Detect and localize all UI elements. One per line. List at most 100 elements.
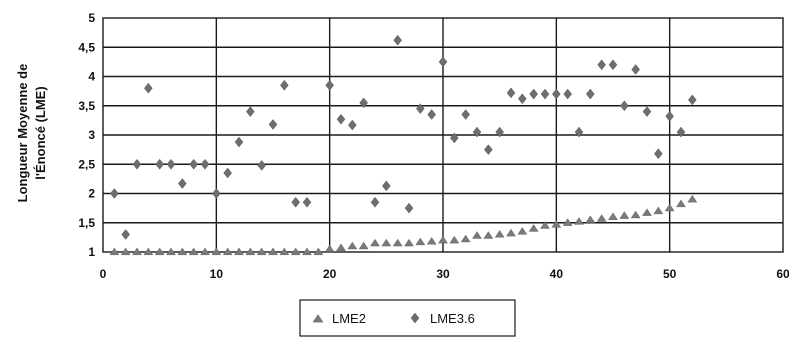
lme2-point bbox=[472, 231, 482, 239]
lme2-point bbox=[324, 244, 335, 253]
legend-label-lme2: LME2 bbox=[332, 311, 366, 326]
lme2-point bbox=[506, 228, 516, 237]
x-tick-label: 40 bbox=[550, 267, 564, 281]
y-tick-label: 2,5 bbox=[78, 157, 95, 171]
lme36-point bbox=[212, 188, 221, 199]
legend-box bbox=[299, 299, 516, 337]
lme36-point bbox=[359, 97, 368, 109]
lme36-point bbox=[132, 158, 142, 170]
lme36-point bbox=[642, 106, 652, 117]
plot-area bbox=[102, 17, 784, 256]
lme36-point bbox=[393, 34, 402, 46]
lme2-point bbox=[200, 247, 210, 256]
lme2-point bbox=[630, 210, 641, 219]
x-tick-label: 10 bbox=[210, 267, 224, 281]
y-axis-title: Longueur Moyenne de l'Énoncé (LME) bbox=[15, 64, 48, 203]
x-tick-label: 0 bbox=[100, 267, 107, 281]
lme2-point bbox=[143, 247, 154, 256]
lme2-point bbox=[302, 247, 312, 256]
lme2-point bbox=[392, 238, 403, 247]
lme36-point bbox=[302, 196, 312, 208]
lme2-point bbox=[279, 247, 290, 256]
lme2-point bbox=[222, 247, 233, 256]
lme36-point bbox=[608, 59, 618, 71]
lme36-point bbox=[223, 167, 232, 179]
lme36-point bbox=[450, 132, 459, 144]
lme2-point bbox=[132, 247, 142, 256]
lme2-point bbox=[358, 241, 369, 250]
lme36-point bbox=[597, 59, 606, 71]
lme2-point bbox=[268, 247, 278, 256]
lme36-point bbox=[189, 158, 198, 170]
legend-triangle-marker bbox=[312, 314, 324, 323]
lme36-point bbox=[620, 100, 629, 112]
lme2-point bbox=[347, 241, 358, 250]
y-axis-title-line: l'Énoncé (LME) bbox=[33, 86, 48, 179]
lme36-point bbox=[110, 188, 119, 199]
y-axis-label: Longueur Moyenne de l'Énoncé (LME) bbox=[15, 64, 48, 203]
lme2-point bbox=[494, 230, 505, 238]
lme36-point bbox=[506, 87, 516, 99]
lme2-point bbox=[177, 247, 188, 256]
lme36-point bbox=[370, 196, 380, 208]
lme36-point bbox=[268, 119, 278, 130]
lme36-point bbox=[325, 79, 334, 91]
lme2-point bbox=[109, 247, 120, 256]
lme2-point bbox=[517, 227, 528, 235]
lme2-point bbox=[211, 247, 222, 256]
lme36-point bbox=[155, 158, 164, 170]
lme36-point bbox=[166, 158, 176, 170]
lme36-point bbox=[676, 126, 686, 138]
lme2-point bbox=[608, 212, 618, 220]
lme36-point bbox=[461, 109, 470, 120]
lme2-point bbox=[483, 231, 494, 239]
lme2-point bbox=[234, 247, 244, 256]
lme2-point bbox=[653, 206, 664, 215]
legend: LME2 LME3.6 bbox=[299, 299, 516, 337]
legend-diamond-marker bbox=[410, 312, 420, 324]
lme2-point bbox=[154, 247, 165, 256]
lme36-point bbox=[404, 202, 414, 214]
lme36-point bbox=[484, 144, 493, 155]
lme36-point bbox=[472, 126, 482, 138]
lme2-point bbox=[585, 215, 596, 223]
lme2-point bbox=[256, 247, 267, 256]
lme36-point bbox=[654, 148, 663, 160]
axes: 11,522,533,544,550 10 20 30 40 50 60 bbox=[78, 11, 789, 281]
x-tick-label: 20 bbox=[323, 267, 337, 281]
lme2-point bbox=[313, 247, 324, 256]
lme2-point bbox=[551, 220, 562, 228]
lme36-point bbox=[665, 110, 674, 122]
lme36-point bbox=[336, 113, 346, 125]
lme2-point bbox=[449, 235, 460, 244]
lme2-point bbox=[460, 234, 471, 243]
lme36-point bbox=[427, 109, 436, 120]
y-tick-label: 3 bbox=[88, 128, 95, 142]
lme36-point bbox=[529, 88, 538, 100]
series-LME2 bbox=[109, 194, 698, 256]
x-tick-label: 50 bbox=[663, 267, 677, 281]
lme2-point bbox=[540, 221, 550, 229]
lme2-point bbox=[404, 238, 414, 247]
lme2-point bbox=[120, 247, 131, 256]
lme36-point bbox=[257, 160, 266, 171]
lme36-point bbox=[234, 136, 244, 148]
lme36-point bbox=[438, 56, 448, 68]
lme2-point bbox=[381, 238, 392, 247]
lme36-point bbox=[416, 103, 425, 114]
lme36-point bbox=[280, 79, 289, 91]
y-tick-label: 4 bbox=[88, 70, 95, 84]
y-tick-label: 1 bbox=[88, 245, 95, 259]
lme36-point bbox=[688, 94, 697, 106]
lme36-point bbox=[518, 93, 527, 105]
lme36-point bbox=[348, 119, 357, 131]
lme36-point bbox=[246, 106, 255, 117]
lme36-point bbox=[382, 180, 391, 192]
lme2-point bbox=[642, 208, 652, 216]
lme36-point bbox=[495, 126, 504, 138]
x-tick-label: 60 bbox=[776, 267, 789, 281]
y-tick-label: 4,5 bbox=[78, 40, 95, 54]
lme2-point bbox=[687, 194, 698, 203]
lme2-point bbox=[528, 224, 539, 232]
